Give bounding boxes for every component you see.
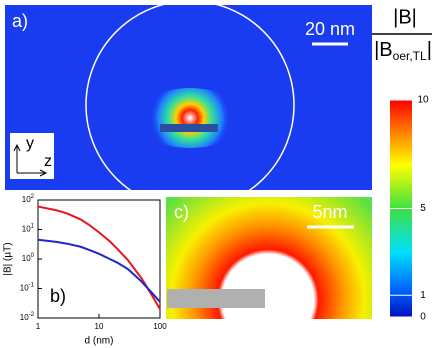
- structure: [167, 289, 265, 308]
- denominator-sub: oer,TL: [393, 49, 427, 63]
- scale-bar-label: 5nm: [312, 202, 347, 222]
- structure: [160, 124, 218, 132]
- y-tick-label: 10-2: [20, 312, 35, 323]
- colorbar-tick-label: 0: [420, 312, 426, 323]
- y-tick-exponent: 1: [31, 223, 35, 229]
- panel-label: a): [12, 11, 28, 31]
- y-tick-base: 10: [22, 225, 31, 234]
- x-axis-label: d (nm): [85, 336, 114, 347]
- denominator-end: |: [427, 39, 432, 61]
- colorbar-numerator: |B|: [393, 6, 417, 28]
- y-tick-label: 101: [22, 223, 35, 234]
- y-tick-base: 10: [20, 313, 29, 322]
- y-tick-base: 10: [22, 254, 31, 263]
- x-tick-label: 10: [95, 322, 104, 331]
- panel-c: c) 5nm: [166, 197, 372, 319]
- axes-icon: [13, 143, 48, 177]
- y-tick-base: 10: [20, 284, 29, 293]
- y-tick-exponent: 0: [31, 253, 35, 259]
- x-tick-label: 100: [153, 322, 167, 331]
- y-tick-exponent: -1: [29, 282, 35, 288]
- y-tick-label: 102: [22, 194, 35, 205]
- line-chart: b) d (nm) |B| (µT) 1 10 10010-210-11001011…: [3, 194, 168, 347]
- x-tick-label: 1: [36, 322, 41, 331]
- panel-label: c): [174, 202, 189, 222]
- scale-bar-label: 20 nm: [305, 19, 355, 39]
- colorbar-denominator: |Boer,TL|: [374, 39, 432, 63]
- axis-z-label: z: [44, 153, 52, 170]
- colorbar-tick-label: 5: [420, 203, 426, 214]
- y-tick-label: 10-1: [20, 282, 35, 293]
- series-line: [37, 238, 161, 303]
- colorbar-tick-label: 1: [420, 290, 426, 301]
- y-tick-exponent: 2: [31, 194, 35, 200]
- y-tick-exponent: -2: [29, 312, 35, 318]
- panel-label: b): [50, 286, 66, 306]
- y-axis-label: |B| (µT): [3, 242, 14, 275]
- denominator: |B: [374, 39, 393, 61]
- colorbar-tick-label: 10: [417, 95, 429, 106]
- y-tick-base: 10: [22, 195, 31, 204]
- panel-a: a) 20 nm y z: [5, 0, 372, 210]
- axis-y-label: y: [26, 135, 34, 152]
- series-line: [37, 205, 161, 310]
- y-tick-label: 100: [22, 253, 35, 264]
- hot-spot: [135, 88, 245, 148]
